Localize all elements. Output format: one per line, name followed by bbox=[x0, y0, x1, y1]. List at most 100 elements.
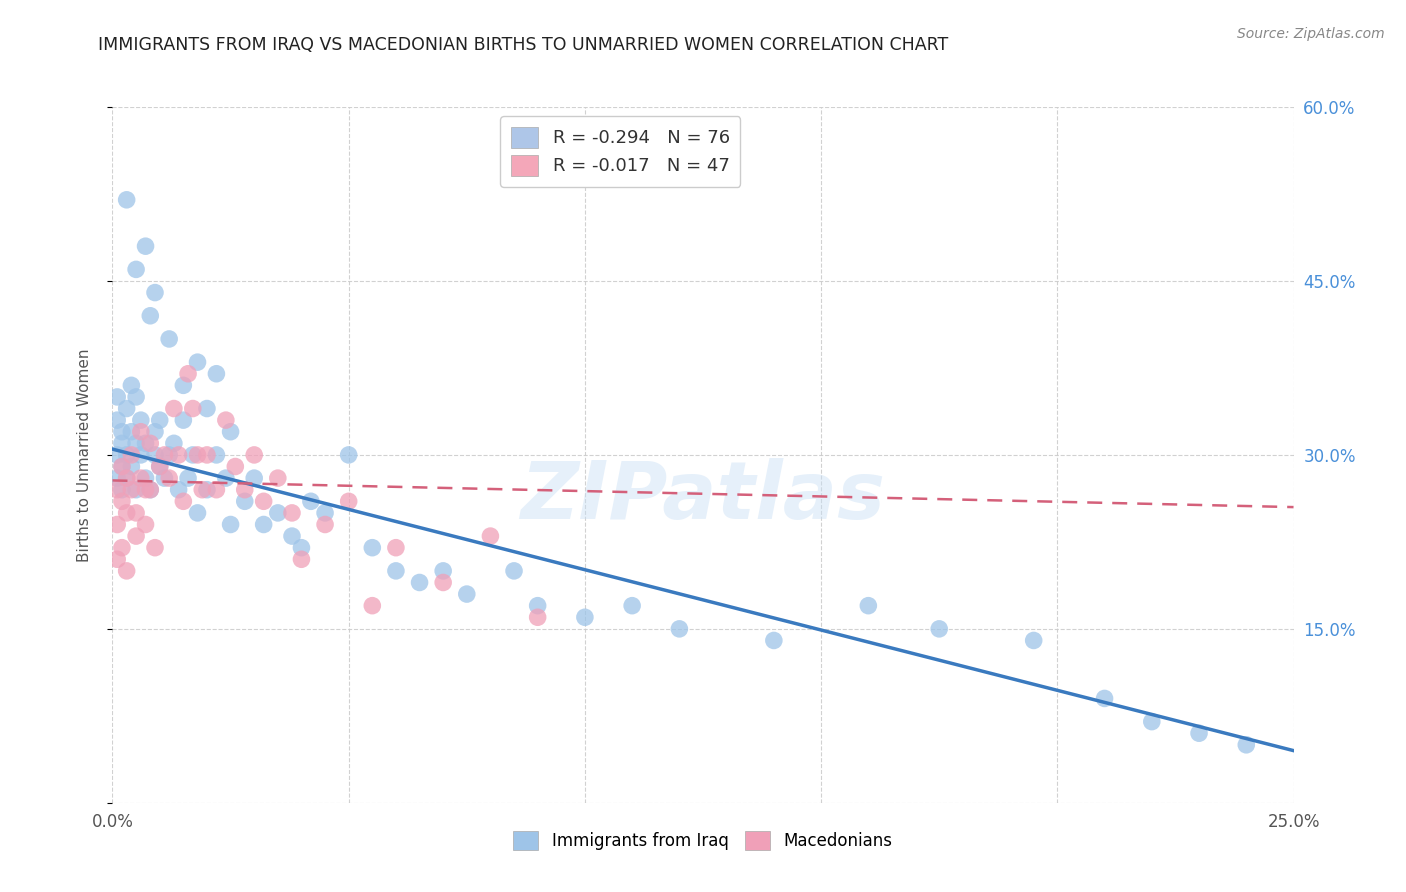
Point bbox=[195, 448, 218, 462]
Point bbox=[219, 517, 242, 532]
Point bbox=[177, 471, 200, 485]
Point bbox=[432, 564, 454, 578]
Point bbox=[105, 448, 128, 462]
Point bbox=[1234, 738, 1257, 752]
Point bbox=[149, 459, 172, 474]
Point bbox=[1140, 714, 1163, 729]
Point bbox=[281, 529, 304, 543]
Point bbox=[337, 448, 360, 462]
Point bbox=[125, 436, 148, 450]
Point bbox=[111, 459, 134, 474]
Point bbox=[125, 529, 148, 543]
Point bbox=[163, 436, 186, 450]
Point bbox=[125, 483, 148, 497]
Point bbox=[177, 367, 200, 381]
Point bbox=[105, 413, 128, 427]
Point bbox=[153, 448, 176, 462]
Point bbox=[143, 285, 166, 300]
Point bbox=[111, 494, 134, 508]
Point bbox=[205, 483, 228, 497]
Point bbox=[195, 483, 218, 497]
Point bbox=[762, 633, 785, 648]
Point bbox=[267, 506, 290, 520]
Point bbox=[115, 193, 138, 207]
Point bbox=[181, 448, 204, 462]
Point bbox=[621, 599, 644, 613]
Point bbox=[191, 483, 214, 497]
Point bbox=[233, 494, 256, 508]
Point bbox=[167, 448, 190, 462]
Point bbox=[115, 401, 138, 416]
Point bbox=[125, 262, 148, 277]
Point bbox=[111, 425, 134, 439]
Point bbox=[243, 471, 266, 485]
Point bbox=[120, 483, 142, 497]
Point bbox=[129, 471, 152, 485]
Point bbox=[157, 332, 180, 346]
Point bbox=[111, 541, 134, 555]
Point bbox=[456, 587, 478, 601]
Point bbox=[115, 471, 138, 485]
Point bbox=[668, 622, 690, 636]
Point bbox=[120, 425, 142, 439]
Point bbox=[139, 483, 162, 497]
Point bbox=[195, 401, 218, 416]
Point bbox=[253, 494, 276, 508]
Point bbox=[253, 517, 276, 532]
Point bbox=[135, 239, 157, 253]
Point bbox=[125, 506, 148, 520]
Point bbox=[172, 494, 194, 508]
Point bbox=[153, 471, 176, 485]
Point bbox=[526, 610, 548, 624]
Point bbox=[337, 494, 360, 508]
Point bbox=[139, 309, 162, 323]
Point bbox=[172, 378, 194, 392]
Point bbox=[115, 564, 138, 578]
Point bbox=[385, 541, 408, 555]
Point bbox=[115, 506, 138, 520]
Point bbox=[172, 413, 194, 427]
Point bbox=[129, 425, 152, 439]
Point bbox=[243, 448, 266, 462]
Point bbox=[129, 413, 152, 427]
Point bbox=[1188, 726, 1211, 740]
Point bbox=[233, 483, 256, 497]
Text: ZIPatlas: ZIPatlas bbox=[520, 458, 886, 536]
Point bbox=[299, 494, 322, 508]
Legend: Immigrants from Iraq, Macedonians: Immigrants from Iraq, Macedonians bbox=[506, 824, 900, 857]
Point bbox=[408, 575, 430, 590]
Point bbox=[361, 599, 384, 613]
Point bbox=[125, 390, 148, 404]
Point bbox=[129, 448, 152, 462]
Point bbox=[105, 390, 128, 404]
Point bbox=[1094, 691, 1116, 706]
Point bbox=[215, 413, 238, 427]
Point bbox=[361, 541, 384, 555]
Point bbox=[105, 471, 128, 485]
Point bbox=[858, 599, 880, 613]
Point bbox=[163, 401, 186, 416]
Point bbox=[157, 448, 180, 462]
Point bbox=[135, 517, 157, 532]
Point bbox=[928, 622, 950, 636]
Point bbox=[167, 483, 190, 497]
Point bbox=[111, 459, 134, 474]
Point bbox=[111, 483, 134, 497]
Point bbox=[105, 517, 128, 532]
Point bbox=[224, 459, 246, 474]
Point bbox=[120, 448, 142, 462]
Point bbox=[115, 471, 138, 485]
Point bbox=[385, 564, 408, 578]
Point bbox=[186, 355, 208, 369]
Point bbox=[105, 483, 128, 497]
Point bbox=[181, 401, 204, 416]
Point bbox=[143, 541, 166, 555]
Point bbox=[503, 564, 526, 578]
Point bbox=[314, 506, 336, 520]
Point bbox=[139, 436, 162, 450]
Point bbox=[219, 425, 242, 439]
Point bbox=[186, 506, 208, 520]
Point bbox=[120, 378, 142, 392]
Point bbox=[1022, 633, 1045, 648]
Point bbox=[215, 471, 238, 485]
